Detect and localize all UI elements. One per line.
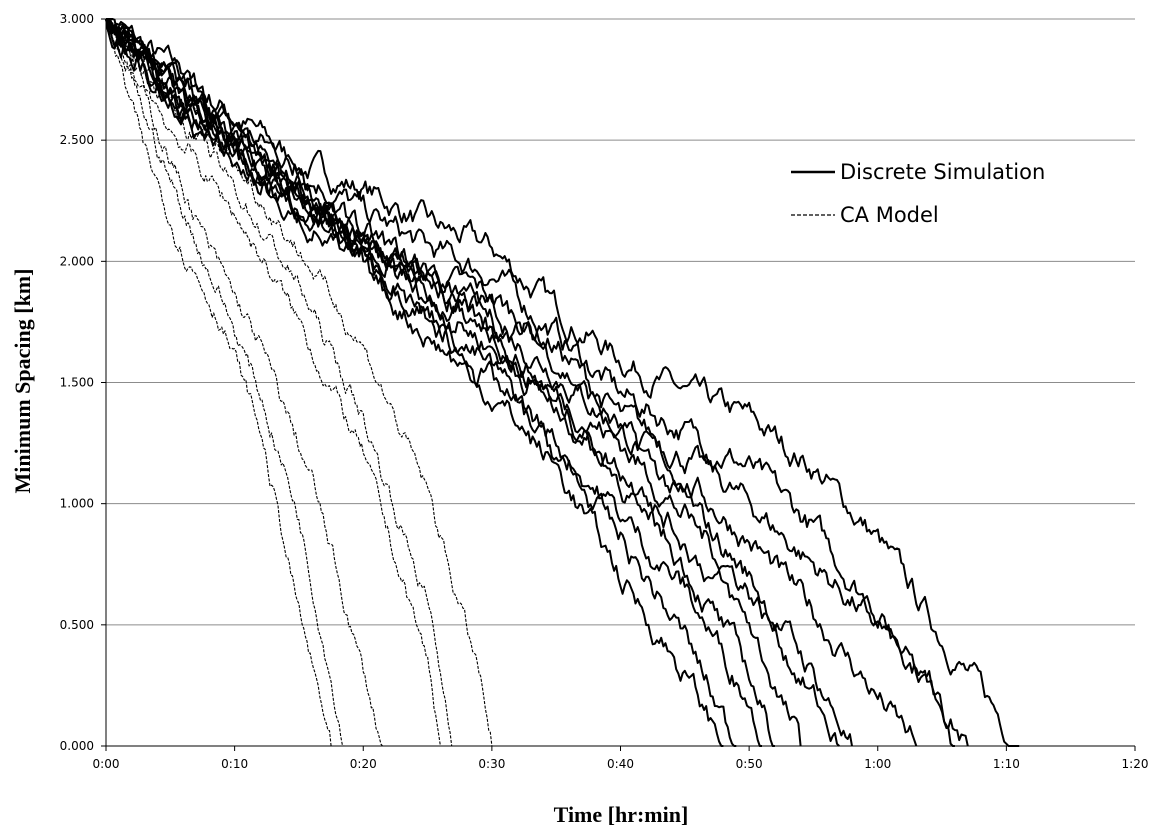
series-line-ca-model [105,18,332,747]
series-line-discrete-simulation [105,18,737,747]
x-tick-label: 1:20 [1122,757,1149,771]
plot-lines [105,18,1020,747]
series-line-discrete-simulation [105,18,724,747]
legend-label-ca-model: CA Model [840,203,939,227]
series-line-discrete-simulation [105,18,1020,747]
x-axis-title: Time [hr:min] [554,802,689,827]
legend-item-ca-model: CA Model [791,203,939,227]
x-tick-label: 0:00 [93,757,120,771]
y-tick-label: 0.500 [60,618,94,632]
series-line-ca-model [105,18,454,747]
y-tick-label: 3.000 [60,12,94,26]
series-line-discrete-simulation [105,18,775,747]
y-tick-label: 0.000 [60,739,94,753]
x-tick-label: 0:20 [350,757,377,771]
series-line-discrete-simulation [105,18,762,747]
series-line-discrete-simulation [106,18,840,747]
x-tick-label: 1:10 [993,757,1020,771]
legend-item-discrete: Discrete Simulation [791,160,1045,184]
y-tick-label: 2.000 [60,254,94,268]
x-tick-label: 0:50 [736,757,763,771]
legend-label-discrete: Discrete Simulation [840,160,1045,184]
axes [101,18,1136,751]
x-tick-label: 0:10 [221,757,248,771]
series-line-ca-model [105,18,493,747]
series-line-discrete-simulation [106,18,802,747]
y-tick-label: 1.500 [60,376,94,390]
y-tick-label: 2.500 [60,133,94,147]
series-line-ca-model [106,18,441,747]
series-line-ca-model [105,18,345,747]
y-axis-title: Minimum Spacing [km] [10,269,35,494]
series-line-ca-model [105,18,383,747]
tick-labels: 0.000 0.500 1.000 1.500 2.000 2.500 3.000 0:00 0… [60,12,1149,771]
y-tick-label: 1.000 [60,497,94,511]
series-line-discrete-simulation [106,18,853,747]
x-tick-label: 1:00 [864,757,891,771]
x-tick-label: 0:30 [478,757,505,771]
legend: Discrete Simulation CA Model [791,160,1045,227]
x-tick-label: 0:40 [607,757,634,771]
